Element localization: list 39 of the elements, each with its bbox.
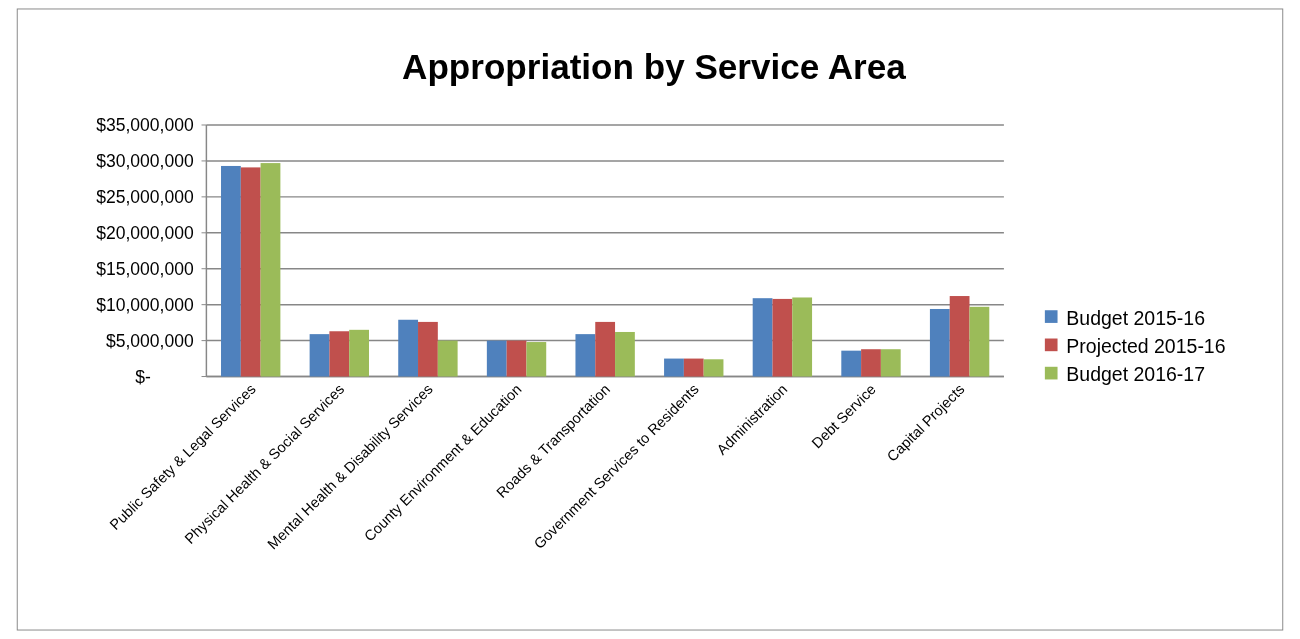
y-tick-label: $10,000,000 — [96, 294, 194, 315]
y-tick-label: $35,000,000 — [96, 115, 194, 136]
bar — [752, 298, 773, 377]
bar — [969, 306, 990, 377]
bar — [880, 349, 901, 377]
bar — [329, 331, 350, 377]
legend-label: Budget 2015-16 — [1066, 306, 1205, 329]
bar — [437, 340, 458, 377]
bar — [221, 165, 241, 377]
legend-label: Projected 2015-16 — [1066, 335, 1226, 358]
bar — [486, 340, 507, 377]
bar — [615, 331, 635, 377]
bar — [398, 319, 419, 377]
y-tick-label: $30,000,000 — [96, 151, 194, 172]
bar — [418, 321, 438, 377]
legend-label: Budget 2016-17 — [1066, 363, 1205, 386]
bar — [349, 329, 369, 377]
bar — [240, 167, 261, 377]
y-tick-label: $20,000,000 — [96, 222, 194, 243]
y-tick-label: $5,000,000 — [105, 330, 194, 351]
bar — [792, 297, 813, 377]
bar — [260, 163, 281, 377]
y-tick-label: $- — [135, 366, 151, 387]
bar — [595, 321, 616, 377]
bar — [683, 358, 704, 377]
chart-title: Appropriation by Service Area — [402, 47, 907, 87]
bar — [526, 342, 547, 377]
bar — [575, 334, 596, 377]
bar — [841, 350, 862, 377]
bar — [929, 308, 950, 377]
bar — [772, 298, 793, 377]
bar — [949, 296, 970, 377]
y-tick-label: $15,000,000 — [96, 258, 194, 279]
bar — [309, 334, 330, 377]
y-tick-label: $25,000,000 — [96, 187, 194, 208]
bar — [664, 358, 684, 377]
bar — [506, 340, 527, 377]
bar — [861, 349, 881, 377]
bar — [703, 359, 724, 377]
